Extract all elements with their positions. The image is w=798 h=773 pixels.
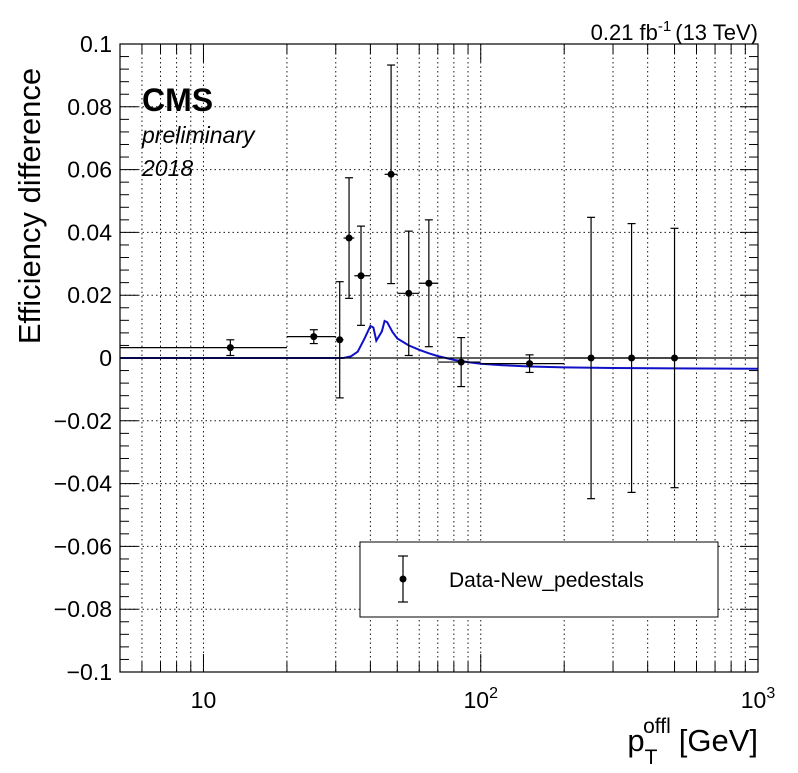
data-marker [336, 336, 344, 344]
data-point [647, 227, 697, 489]
axis-ticks [119, 43, 759, 673]
y-tick-label: 0 [99, 345, 112, 371]
legend-box [359, 541, 719, 618]
data-point [419, 219, 438, 348]
y-tick-label: −0.1 [67, 659, 112, 685]
data-marker [345, 234, 353, 242]
data-marker [357, 272, 365, 280]
y-axis-title: Efficiency difference [12, 68, 47, 344]
data-points [120, 64, 697, 500]
y-tick-label: 0.06 [67, 157, 112, 183]
x-tick-label: 10 [191, 687, 217, 713]
year-label: 2018 [141, 155, 193, 181]
data-marker [457, 358, 465, 366]
luminosity-label: 0.21 fb-1 (13 TeV) [591, 18, 758, 45]
data-marker [405, 289, 413, 297]
y-tick-label: 0.04 [67, 219, 112, 245]
y-tick-label: 0.02 [67, 282, 112, 308]
y-tick-label: −0.02 [54, 408, 112, 434]
data-marker [526, 360, 534, 368]
x-axis-title: pToffl [GeV] [627, 715, 758, 769]
data-marker [387, 170, 395, 178]
y-tick-label: 0.1 [80, 31, 112, 57]
data-point [384, 64, 398, 285]
data-marker [310, 333, 318, 341]
data-point [343, 177, 355, 299]
data-point [613, 223, 648, 493]
y-tick-label: −0.06 [54, 533, 112, 559]
status-label: preliminary [141, 122, 256, 148]
data-marker [587, 354, 595, 362]
y-tick-label: 0.08 [67, 94, 112, 120]
data-marker [425, 279, 433, 287]
data-point [480, 354, 565, 374]
data-point [120, 339, 287, 357]
legend-entry-label: Data-New_pedestals [449, 569, 644, 592]
data-point [354, 225, 371, 326]
x-tick-label: 102 [463, 685, 498, 713]
x-tick-labels: 10 102 103 [191, 685, 776, 713]
x-tick-label: 103 [741, 685, 776, 713]
data-point [286, 329, 336, 345]
legend-marker-point [399, 575, 407, 583]
data-marker [671, 354, 679, 362]
data-point [564, 216, 614, 500]
data-point [397, 230, 420, 357]
legend: Data-New_pedestals [359, 541, 719, 618]
experiment-label: CMS [142, 82, 213, 118]
y-tick-labels: −0.1 −0.08 −0.06 −0.04 −0.02 0 0.02 0.04 0.06 0.0… [54, 31, 112, 685]
data-marker [628, 354, 636, 362]
y-tick-label: −0.04 [54, 471, 112, 497]
data-point [335, 281, 344, 399]
y-tick-label: −0.08 [54, 596, 112, 622]
data-point [437, 336, 481, 388]
data-marker [226, 344, 234, 352]
